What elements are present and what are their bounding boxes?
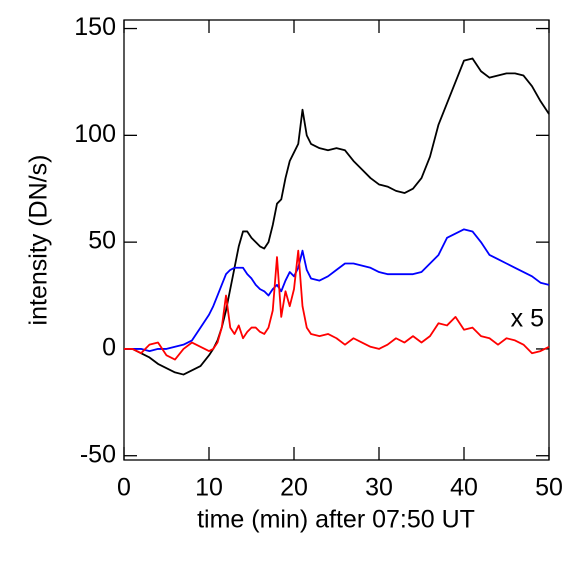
x-tick-label: 40 (450, 474, 478, 502)
y-tick-label: 150 (74, 13, 116, 41)
x-tick-label: 20 (280, 474, 308, 502)
x-tick-label: 50 (535, 474, 563, 502)
y-tick-label: -50 (80, 440, 116, 468)
data-line (124, 249, 550, 361)
x-tick-label: 30 (365, 474, 393, 502)
data-line (124, 57, 550, 376)
y-tick-label: 50 (88, 227, 116, 255)
y-tick-label: 100 (74, 120, 116, 148)
y-tick-label: 0 (102, 334, 116, 362)
plot-frame (123, 19, 550, 461)
x-tick-label: 0 (117, 474, 131, 502)
x-tick-label: 10 (195, 474, 223, 502)
y-axis-label: intensity (DN/s) (25, 155, 53, 326)
data-line (124, 228, 550, 352)
annotation: x 5 (511, 305, 544, 333)
x-axis-label: time (min) after 07:50 UT (197, 506, 475, 534)
